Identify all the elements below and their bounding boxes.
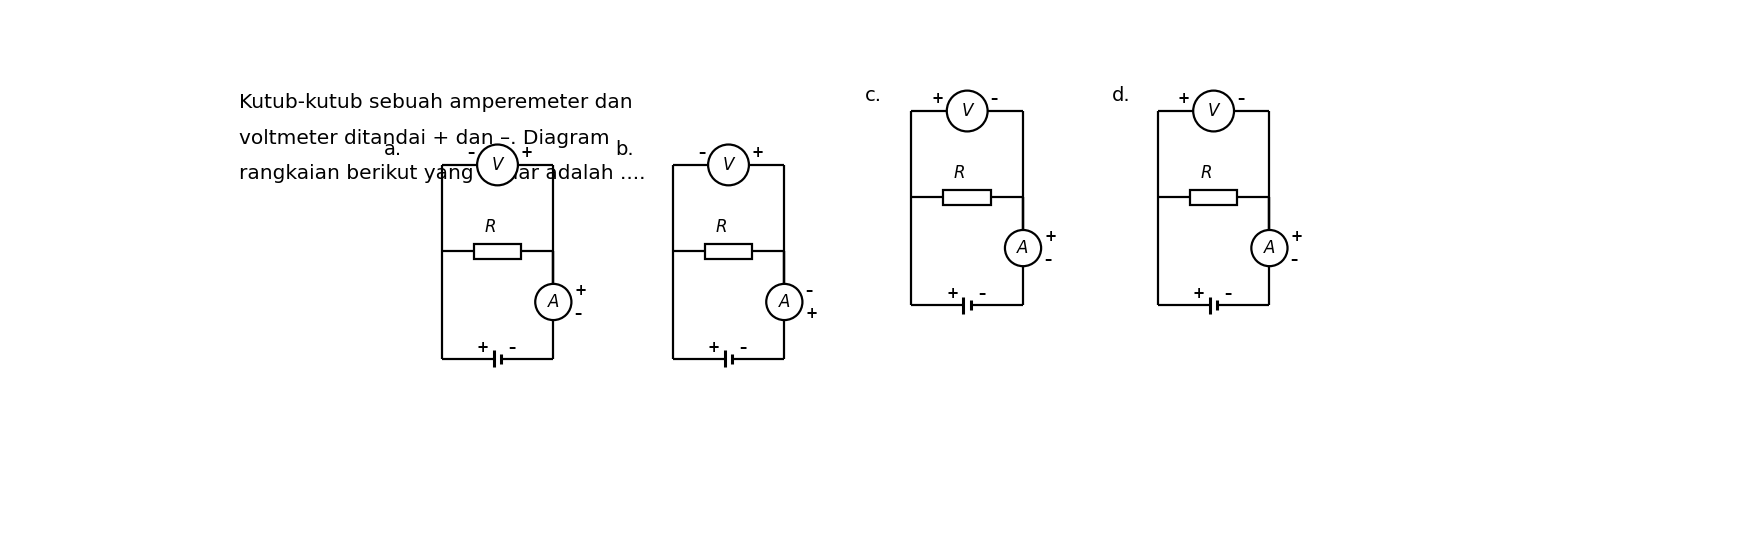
Circle shape: [708, 144, 749, 185]
Text: –: –: [739, 340, 746, 355]
Text: R: R: [1201, 164, 1211, 182]
Text: V: V: [1208, 102, 1220, 120]
Text: c.: c.: [865, 86, 882, 105]
Text: +: +: [1290, 229, 1302, 244]
Bar: [943, 190, 992, 205]
Circle shape: [478, 144, 518, 185]
Text: –: –: [1225, 286, 1232, 301]
Text: –: –: [990, 91, 999, 106]
Text: +: +: [751, 145, 763, 160]
Text: –: –: [805, 283, 812, 298]
Text: b.: b.: [615, 140, 633, 159]
Circle shape: [1194, 91, 1234, 132]
Text: V: V: [492, 156, 504, 174]
Circle shape: [767, 284, 802, 320]
Text: A: A: [547, 293, 560, 311]
Text: R: R: [953, 164, 966, 182]
Text: V: V: [962, 102, 973, 120]
Text: rangkaian berikut yang benar adalah ....: rangkaian berikut yang benar adalah ....: [239, 164, 645, 183]
Circle shape: [1006, 230, 1041, 266]
Text: –: –: [1290, 252, 1299, 267]
Text: Kutub-kutub sebuah amperemeter dan: Kutub-kutub sebuah amperemeter dan: [239, 93, 633, 112]
Text: +: +: [1044, 229, 1056, 244]
Text: V: V: [723, 156, 734, 174]
Text: d.: d.: [1112, 86, 1129, 105]
Text: A: A: [1264, 239, 1276, 257]
Text: R: R: [485, 218, 495, 236]
Text: A: A: [779, 293, 790, 311]
Text: –: –: [509, 340, 516, 355]
Text: +: +: [805, 306, 817, 321]
Text: –: –: [467, 145, 474, 160]
Circle shape: [1251, 230, 1288, 266]
Text: +: +: [1178, 91, 1190, 106]
Text: R: R: [715, 218, 727, 236]
Bar: [1190, 190, 1238, 205]
Bar: [474, 244, 521, 259]
Text: a.: a.: [383, 140, 403, 159]
Bar: [704, 244, 753, 259]
Text: –: –: [1238, 91, 1245, 106]
Text: +: +: [946, 286, 959, 301]
Text: –: –: [978, 286, 985, 301]
Text: +: +: [521, 145, 533, 160]
Text: voltmeter ditandai + dan –. Diagram: voltmeter ditandai + dan –. Diagram: [239, 129, 610, 148]
Circle shape: [946, 91, 988, 132]
Text: +: +: [575, 283, 587, 298]
Text: –: –: [697, 145, 704, 160]
Text: +: +: [708, 340, 720, 355]
Text: +: +: [478, 340, 490, 355]
Text: A: A: [1018, 239, 1028, 257]
Text: +: +: [1192, 286, 1204, 301]
Text: +: +: [931, 91, 943, 106]
Text: –: –: [1044, 252, 1051, 267]
Circle shape: [535, 284, 572, 320]
Text: –: –: [575, 306, 582, 321]
